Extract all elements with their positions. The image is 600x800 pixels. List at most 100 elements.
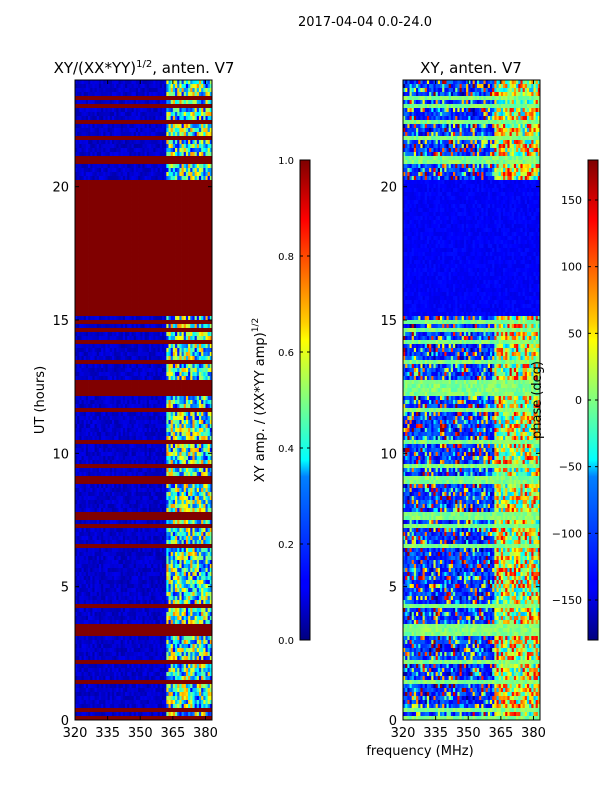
- heatmap-cell: [127, 216, 130, 221]
- left-title-superscript: 1/2: [136, 59, 152, 70]
- heatmap-cell: [75, 168, 78, 173]
- heatmap-cell: [172, 112, 176, 117]
- heatmap-cell: [83, 152, 87, 157]
- heatmap-cell: [177, 112, 180, 117]
- heatmap-cell: [159, 136, 163, 141]
- heatmap-cell: [185, 212, 189, 217]
- heatmap-cell: [157, 316, 161, 321]
- heatmap-cell: [111, 124, 115, 129]
- heatmap-cell: [79, 252, 82, 257]
- heatmap-cell: [140, 112, 143, 117]
- heatmap-cell: [98, 292, 102, 297]
- heatmap-cell: [164, 308, 167, 313]
- heatmap-cell: [135, 80, 139, 85]
- heatmap-cell: [90, 260, 93, 265]
- heatmap-cell: [144, 232, 148, 237]
- heatmap-cell: [181, 232, 185, 237]
- heatmap-cell: [144, 152, 148, 157]
- heatmap-cell: [111, 240, 115, 245]
- heatmap-cell: [203, 212, 206, 217]
- heatmap-cell: [170, 112, 174, 117]
- heatmap-cell: [131, 248, 135, 253]
- heatmap-cell: [135, 156, 139, 161]
- heatmap-cell: [177, 296, 180, 301]
- heatmap-cell: [129, 308, 132, 313]
- heatmap-cell: [183, 212, 187, 217]
- heatmap-cell: [120, 268, 124, 273]
- heatmap-cell: [172, 268, 176, 273]
- heatmap-cell: [81, 152, 85, 157]
- heatmap-cell: [120, 188, 124, 193]
- heatmap-cell: [125, 152, 128, 157]
- heatmap-cell: [140, 116, 143, 121]
- heatmap-cell: [185, 80, 189, 85]
- heatmap-cell: [120, 272, 124, 277]
- heatmap-cell: [207, 196, 211, 201]
- heatmap-cell: [168, 312, 172, 317]
- heatmap-cell: [166, 144, 169, 149]
- heatmap-cell: [161, 168, 165, 173]
- heatmap-cell: [85, 136, 89, 141]
- heatmap-cell: [125, 132, 128, 137]
- heatmap-cell: [185, 164, 189, 169]
- heatmap-cell: [203, 312, 206, 317]
- heatmap-cell: [77, 240, 80, 245]
- heatmap-cell: [148, 308, 152, 313]
- heatmap-cell: [183, 268, 187, 273]
- heatmap-cell: [96, 112, 100, 117]
- heatmap-cell: [196, 192, 200, 197]
- heatmap-cell: [179, 184, 182, 189]
- heatmap-cell: [175, 284, 178, 289]
- heatmap-cell: [146, 240, 150, 245]
- heatmap-cell: [77, 124, 80, 129]
- heatmap-cell: [194, 248, 198, 253]
- heatmap-cell: [194, 300, 198, 305]
- heatmap-cell: [183, 144, 187, 149]
- heatmap-cell: [92, 172, 95, 177]
- heatmap-cell: [122, 192, 126, 197]
- heatmap-cell: [142, 192, 145, 197]
- heatmap-cell: [107, 304, 111, 309]
- heatmap-cell: [85, 304, 89, 309]
- heatmap-cell: [175, 164, 178, 169]
- heatmap-cell: [140, 296, 143, 301]
- heatmap-cell: [142, 300, 145, 305]
- heatmap-cell: [83, 168, 87, 173]
- heatmap-cell: [175, 196, 178, 201]
- heatmap-cell: [118, 284, 122, 289]
- heatmap-cell: [142, 284, 145, 289]
- heatmap-cell: [85, 252, 89, 257]
- heatmap-cell: [192, 204, 195, 209]
- heatmap-cell: [148, 104, 152, 109]
- heatmap-cell: [135, 236, 139, 241]
- heatmap-cell: [172, 168, 176, 173]
- heatmap-cell: [148, 96, 152, 101]
- heatmap-cell: [135, 240, 139, 245]
- heatmap-cell: [127, 196, 130, 201]
- heatmap-cell: [135, 188, 139, 193]
- heatmap-cell: [155, 88, 159, 93]
- heatmap-cell: [103, 132, 106, 137]
- heatmap-cell: [109, 120, 113, 125]
- heatmap-cell: [133, 212, 137, 217]
- heatmap-cell: [166, 212, 169, 217]
- heatmap-cell: [96, 164, 100, 169]
- heatmap-cell: [98, 196, 102, 201]
- heatmap-cell: [205, 152, 209, 157]
- heatmap-cell: [194, 240, 198, 245]
- heatmap-cell: [148, 252, 152, 257]
- heatmap-cell: [88, 288, 91, 293]
- heatmap-cell: [109, 312, 113, 317]
- heatmap-cell: [105, 108, 109, 113]
- heatmap-cell: [151, 280, 154, 285]
- heatmap-cell: [164, 244, 167, 249]
- heatmap-cell: [88, 232, 91, 237]
- heatmap-cell: [183, 108, 187, 113]
- heatmap-cell: [131, 116, 135, 121]
- heatmap-cell: [185, 280, 189, 285]
- heatmap-cell: [185, 268, 189, 273]
- heatmap-cell: [146, 284, 150, 289]
- heatmap-cell: [109, 236, 113, 241]
- heatmap-cell: [109, 296, 113, 301]
- heatmap-cell: [159, 88, 163, 93]
